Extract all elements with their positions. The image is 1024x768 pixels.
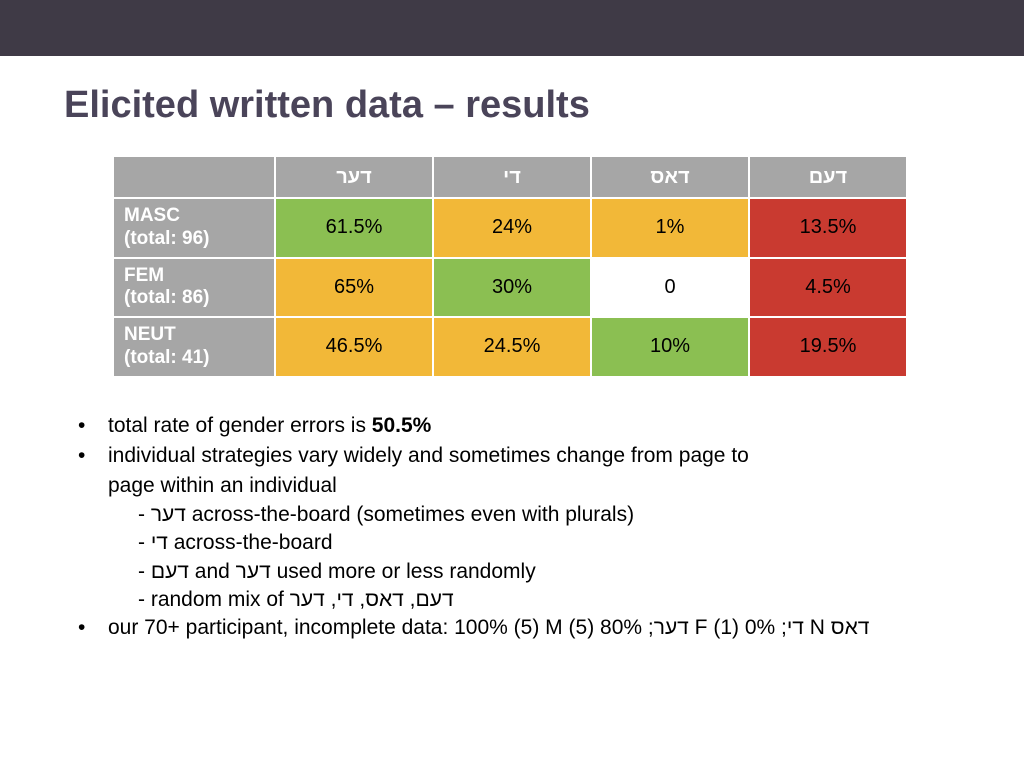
row-label-sub: (total: 96) bbox=[124, 228, 210, 249]
bullet-item: individual strategies vary widely and so… bbox=[64, 442, 960, 470]
col-header-1: די bbox=[434, 157, 590, 197]
results-table: דער די דאס דעם MASC (total: 96) 61.5% 24… bbox=[112, 155, 908, 378]
table-corner-cell bbox=[114, 157, 274, 197]
bullet-bold: 50.5% bbox=[372, 414, 432, 437]
bullet-list: total rate of gender errors is 50.5% ind… bbox=[64, 412, 960, 643]
slide-title: Elicited written data – results bbox=[64, 84, 960, 127]
row-label-main: NEUT bbox=[124, 324, 176, 345]
row-header-2: NEUT (total: 41) bbox=[114, 318, 274, 376]
cell-2-1: 24.5% bbox=[434, 318, 590, 376]
cell-2-2: 10% bbox=[592, 318, 748, 376]
col-header-0: דער bbox=[276, 157, 432, 197]
slide-body: Elicited written data – results דער די ד… bbox=[0, 56, 1024, 643]
cell-2-3: 19.5% bbox=[750, 318, 906, 376]
table-row: FEM (total: 86) 65% 30% 0 4.5% bbox=[114, 259, 906, 317]
row-label-sub: (total: 86) bbox=[124, 287, 210, 308]
top-bar bbox=[0, 0, 1024, 56]
cell-1-0: 65% bbox=[276, 259, 432, 317]
cell-0-3: 13.5% bbox=[750, 199, 906, 257]
row-label-sub: (total: 41) bbox=[124, 347, 210, 368]
bullet-item: our 70+ participant, incomplete data: 10… bbox=[64, 614, 960, 642]
col-header-2: דאס bbox=[592, 157, 748, 197]
cell-1-2: 0 bbox=[592, 259, 748, 317]
bullet-continuation: page within an individual bbox=[64, 472, 960, 500]
cell-2-0: 46.5% bbox=[276, 318, 432, 376]
row-header-1: FEM (total: 86) bbox=[114, 259, 274, 317]
row-label-main: MASC bbox=[124, 205, 180, 226]
sub-bullet: - random mix of דעם, דאס, די, דער bbox=[64, 586, 960, 614]
cell-0-1: 24% bbox=[434, 199, 590, 257]
bullet-item: total rate of gender errors is 50.5% bbox=[64, 412, 960, 440]
cell-0-2: 1% bbox=[592, 199, 748, 257]
table-row: MASC (total: 96) 61.5% 24% 1% 13.5% bbox=[114, 199, 906, 257]
table-header-row: דער די דאס דעם bbox=[114, 157, 906, 197]
table-row: NEUT (total: 41) 46.5% 24.5% 10% 19.5% bbox=[114, 318, 906, 376]
bullet-text: individual strategies vary widely and so… bbox=[108, 444, 749, 467]
sub-bullet: - דעם and דער used more or less randomly bbox=[64, 558, 960, 586]
row-header-0: MASC (total: 96) bbox=[114, 199, 274, 257]
col-header-3: דעם bbox=[750, 157, 906, 197]
cell-1-1: 30% bbox=[434, 259, 590, 317]
sub-bullet: - דער across-the-board (sometimes even w… bbox=[64, 501, 960, 529]
sub-bullet: - די across-the-board bbox=[64, 529, 960, 557]
bullet-text: total rate of gender errors is bbox=[108, 414, 372, 437]
row-label-main: FEM bbox=[124, 265, 164, 286]
cell-0-0: 61.5% bbox=[276, 199, 432, 257]
cell-1-3: 4.5% bbox=[750, 259, 906, 317]
bullet-text: our 70+ participant, incomplete data: 10… bbox=[108, 616, 869, 639]
results-table-wrap: דער די דאס דעם MASC (total: 96) 61.5% 24… bbox=[64, 155, 960, 378]
